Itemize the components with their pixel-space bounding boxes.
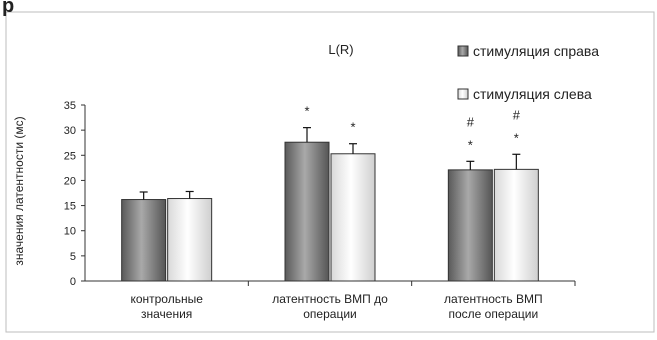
x-tick-label: латентность ВМП: [444, 292, 543, 306]
y-tick-label: 15: [64, 201, 76, 213]
y-tick-label: 30: [64, 125, 76, 137]
legend-label: стимуляция справа: [473, 43, 599, 59]
y-tick-label: 10: [64, 226, 76, 238]
bars: * * # * * #: [121, 104, 539, 282]
y-axis-label: значения латентности (мс): [12, 116, 26, 265]
bar: [447, 169, 493, 282]
y-tick-label: 25: [64, 150, 76, 162]
x-tick-label: латентность ВМП до: [272, 292, 388, 306]
page-heading-fragment: р: [2, 0, 14, 17]
plot-frame: [5, 11, 655, 333]
x-tick-label: значения: [141, 307, 192, 321]
x-tick-label: после операции: [449, 307, 539, 321]
bar: [121, 199, 167, 282]
significance-asterisk: *: [514, 130, 519, 145]
significance-asterisk: *: [350, 120, 355, 135]
y-tick-label: 35: [64, 100, 76, 112]
bar: [167, 198, 213, 282]
y-tick-label: 0: [70, 276, 76, 288]
y-tick-label: 5: [70, 251, 76, 263]
x-tick-label: контрольные: [130, 292, 203, 306]
legend-swatch: [457, 45, 469, 57]
legend-label: стимуляция слева: [473, 86, 592, 102]
bar: [330, 153, 376, 282]
significance-asterisk: *: [304, 104, 309, 119]
chart-title: L(R): [328, 42, 353, 57]
bar: [493, 168, 539, 282]
significance-hash: #: [467, 114, 475, 129]
bar: [284, 141, 330, 282]
significance-asterisk: *: [468, 137, 473, 152]
legend-swatch: [457, 88, 469, 100]
legend: стимуляция справа стимуляция слева: [457, 43, 599, 102]
significance-hash: #: [513, 107, 521, 122]
y-tick-label: 20: [64, 175, 76, 187]
x-tick-label: операции: [303, 307, 356, 321]
